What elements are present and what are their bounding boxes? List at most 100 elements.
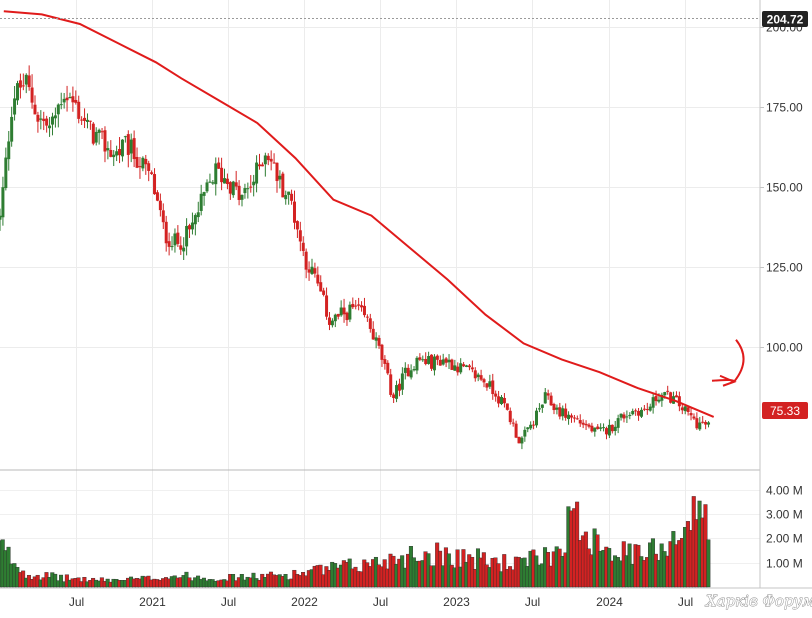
candle-body [604,428,608,435]
time-tick-label: 2023 [443,595,470,609]
candle-body [80,119,84,121]
candle-body [540,404,544,408]
candle-body [610,424,614,432]
candle-body [228,182,232,194]
candle-body [689,413,693,416]
candle-body [27,75,31,88]
candle-body [666,390,670,392]
candle-body [526,427,530,430]
candle-body [77,101,81,119]
candle-body [613,426,617,431]
candle-body [292,201,296,223]
candle-body [584,423,588,426]
candle-body [392,394,396,399]
candle-body [1,187,5,218]
candle-body [444,358,448,363]
volume-bars [0,496,711,588]
candle-body [126,134,130,155]
candle-body [453,365,457,371]
candle-body [532,424,536,426]
candle-body [488,381,492,387]
candle-body [581,422,585,425]
candle-body [7,141,11,160]
candle-body [161,210,165,223]
candle-body [135,156,139,168]
candle-body [319,282,323,292]
candle-body [333,314,337,322]
candle-body [418,357,422,360]
candle-body [18,80,22,88]
candle-body [465,365,469,367]
high-price-marker: 204.72 [762,11,808,27]
time-tick-label: Jul [373,595,388,609]
candle-body [88,120,92,122]
candle-body [118,149,122,156]
candle-body [278,175,282,180]
candle-body [432,356,436,371]
candle-body [65,97,69,101]
candle-body [21,85,25,87]
candle-body [45,118,49,126]
candle-body [36,114,40,122]
high-price-label: 204.72 [767,13,804,27]
candle-body [380,344,384,360]
candle-body [552,404,556,411]
candle-body [322,290,326,295]
grid [0,0,760,588]
candle-body [266,155,270,161]
candle-body [13,98,17,115]
candle-body [473,370,477,379]
watermark: Харків Форум [705,592,812,610]
candle-body [252,181,256,186]
volume-tick-label: 3.00 M [766,508,803,522]
candle-body [701,421,705,423]
candle-body [663,392,667,396]
candle-body [371,328,375,340]
time-tick-label: Jul [678,595,693,609]
candle-body [199,193,203,211]
candle-body [654,396,658,402]
candle-body [327,317,331,325]
volume-tick-label: 4.00 M [766,484,803,498]
last-price-marker: 75.33 [762,402,808,419]
candle-body [692,416,696,419]
candle-body [316,274,320,284]
candles [0,65,711,450]
candle-body [62,98,66,103]
candle-body [179,245,183,250]
candle-body [657,399,661,402]
candle-body [106,148,110,151]
candle-body [695,418,699,429]
candle-body [596,426,600,429]
candle-body [549,395,553,406]
candle-body [485,383,489,388]
candle-body [599,427,603,429]
candle-body [48,125,52,129]
candle-body [123,136,127,138]
candle-body [4,157,8,189]
candle-body [686,407,690,412]
candle-body [680,407,684,411]
moving-average-line [3,10,715,418]
candle-body [150,172,154,174]
candle-body [383,359,387,364]
candle-body [698,422,702,430]
time-tick-label: Jul [221,595,236,609]
candle-body [129,139,133,154]
candle-body [543,392,547,404]
candle-body [336,313,340,317]
candle-body [354,305,358,307]
price-tick-label: 100.00 [766,341,803,355]
candle-body [74,99,78,103]
candle-body [170,246,174,248]
candle-body [441,359,445,365]
candle-body [406,367,410,377]
candle-body [53,115,57,119]
candle-body [348,304,352,320]
candle-body [619,413,623,418]
candle-body [10,116,14,142]
candle-body [208,181,212,183]
candle-body [374,337,378,341]
candle-body [607,424,611,436]
